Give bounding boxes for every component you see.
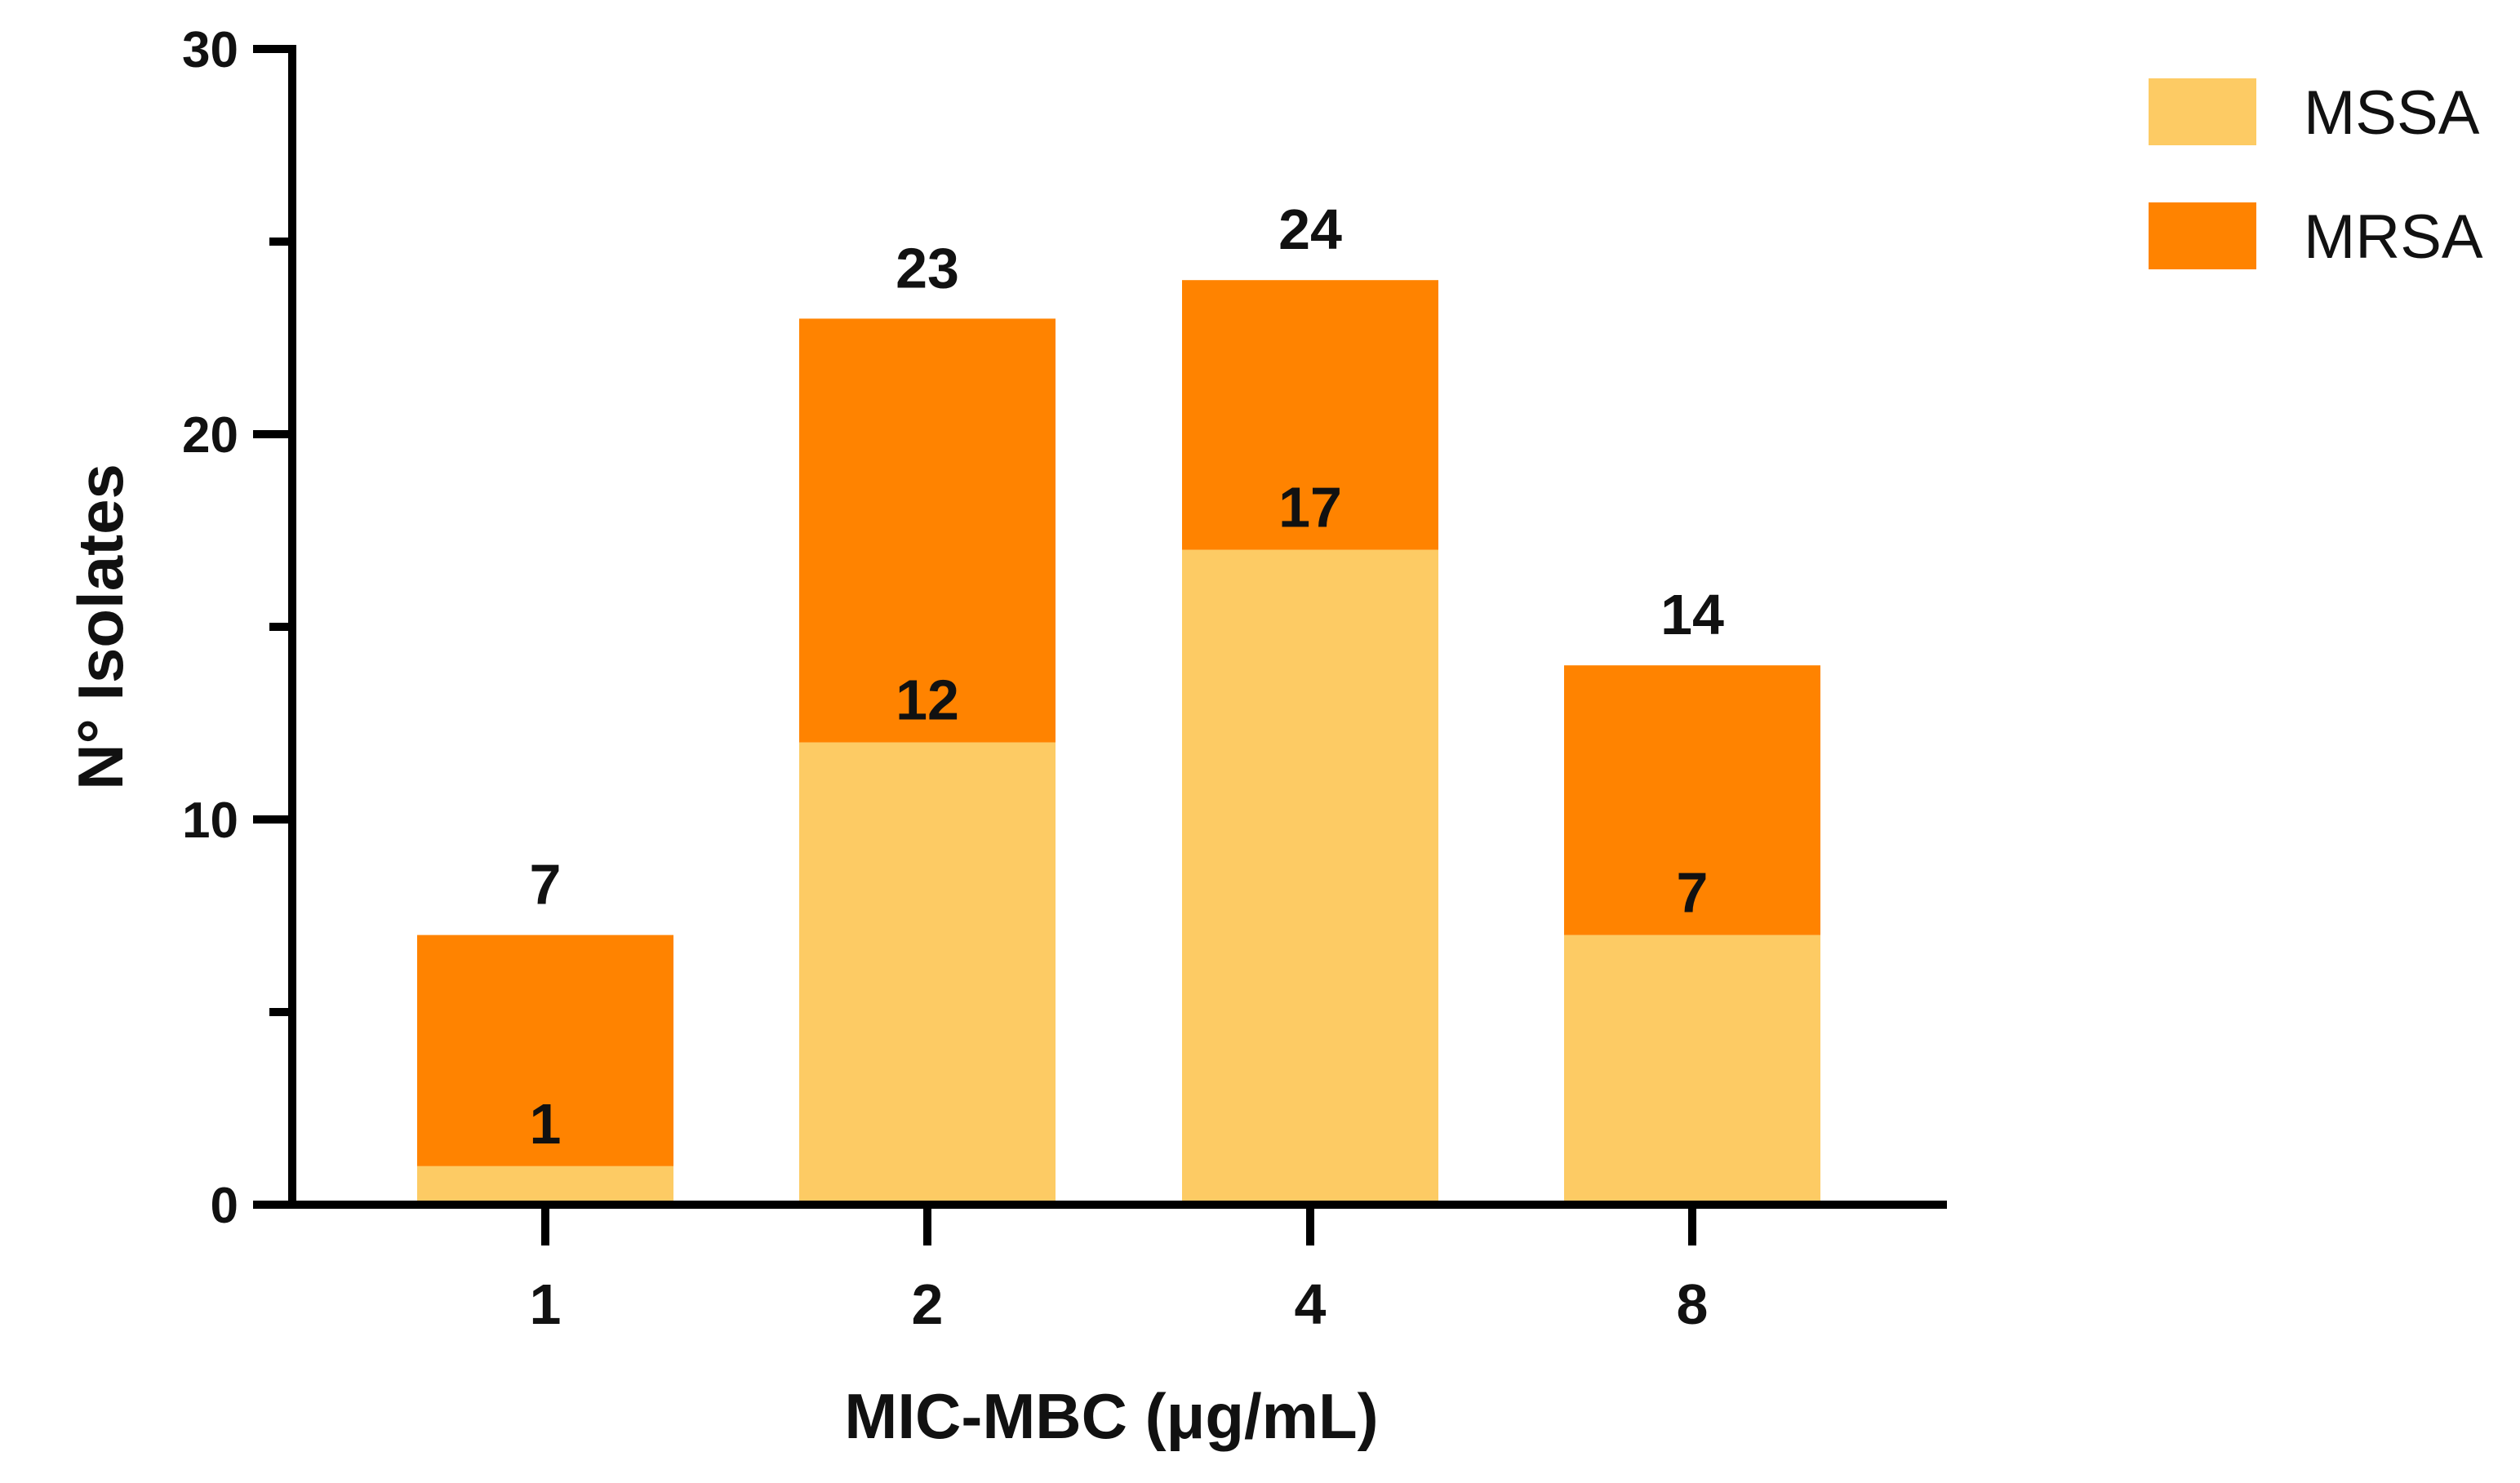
- legend-swatch-mssa: [2149, 78, 2256, 145]
- y-tick-label-30: 30: [182, 22, 238, 78]
- legend-swatch-mrsa: [2149, 202, 2256, 269]
- bar-mrsa-8: [1564, 665, 1820, 935]
- bar-mssa-2: [799, 742, 1056, 1205]
- bar-mssa-4: [1182, 549, 1438, 1205]
- x-axis-title: MIC-MBC (μg/mL): [844, 1380, 1378, 1452]
- bars-layer: [417, 280, 1820, 1205]
- bar-mrsa-4: [1182, 280, 1438, 550]
- y-tick-label-20: 20: [182, 407, 238, 464]
- x-tick-label-2: 2: [912, 1272, 944, 1336]
- inner-label-2: 12: [896, 668, 959, 732]
- bar-mrsa-2: [799, 318, 1056, 743]
- total-label-8: 14: [1660, 583, 1724, 646]
- inner-label-4: 17: [1278, 476, 1342, 539]
- inner-label-1: 1: [530, 1092, 562, 1156]
- bar-mssa-8: [1564, 935, 1820, 1205]
- bar-mrsa-1: [417, 935, 673, 1166]
- y-tick-label-0: 0: [211, 1178, 238, 1234]
- x-tick-label-4: 4: [1295, 1272, 1327, 1336]
- total-label-4: 24: [1278, 198, 1342, 261]
- legend-label-mssa: MSSA: [2304, 78, 2480, 148]
- x-tick-label-1: 1: [530, 1272, 562, 1336]
- total-label-2: 23: [896, 236, 959, 300]
- bar-mssa-1: [417, 1166, 673, 1205]
- y-axis-title: N° Isolates: [64, 464, 136, 790]
- total-label-1: 7: [530, 853, 562, 917]
- inner-label-8: 7: [1677, 861, 1709, 925]
- y-ticks-layer: 0 10 20 30: [182, 22, 292, 1234]
- legend: MSSA MRSA: [2149, 78, 2483, 272]
- x-ticks-layer: 1 2 4 8: [530, 1205, 1709, 1336]
- y-tick-label-10: 10: [182, 793, 238, 849]
- legend-label-mrsa: MRSA: [2304, 202, 2483, 272]
- x-tick-label-8: 8: [1677, 1272, 1709, 1336]
